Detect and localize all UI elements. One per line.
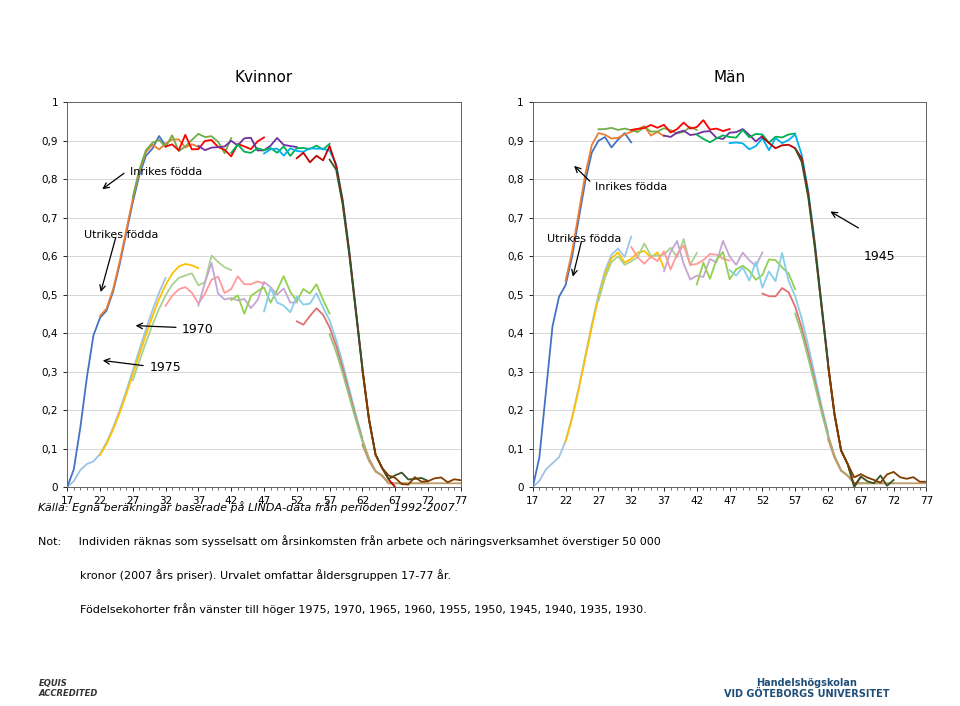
Text: Handelshögskolan
VID GÖTEBORGS UNIVERSITET: Handelshögskolan VID GÖTEBORGS UNIVERSIT…: [724, 678, 889, 699]
Text: Not:     Individen räknas som sysselsatt om årsinkomsten från arbete och närings: Not: Individen räknas som sysselsatt om …: [38, 535, 661, 547]
Text: Födelsekohorter från vänster till höger 1975, 1970, 1965, 1960, 1955, 1950, 1945: Födelsekohorter från vänster till höger …: [38, 603, 647, 615]
Text: Källa: Egna beräkningar baserade på LINDA-data från perioden 1992-2007.: Källa: Egna beräkningar baserade på LIND…: [38, 501, 459, 513]
Text: EQUIS
ACCREDITED: EQUIS ACCREDITED: [38, 678, 98, 698]
Text: Inrikes födda: Inrikes födda: [130, 167, 202, 176]
Text: Andel sysselsatta efter nationalitet och födelsekohort, år: Andel sysselsatta efter nationalitet och…: [110, 25, 850, 51]
Text: kronor (2007 års priser). Urvalet omfattar åldersgruppen 17-77 år.: kronor (2007 års priser). Urvalet omfatt…: [38, 569, 451, 581]
Text: Män: Män: [713, 70, 746, 85]
Text: 1970: 1970: [182, 323, 214, 336]
Text: 1945: 1945: [864, 250, 896, 263]
Text: Utrikes födda: Utrikes födda: [547, 234, 622, 244]
Text: 1975: 1975: [149, 361, 180, 374]
Text: Kvinnor: Kvinnor: [235, 70, 293, 85]
Text: 1992 till 2007: 1992 till 2007: [391, 70, 569, 93]
Text: Utrikes födda: Utrikes födda: [84, 230, 158, 240]
Text: Inrikes födda: Inrikes födda: [595, 182, 667, 192]
